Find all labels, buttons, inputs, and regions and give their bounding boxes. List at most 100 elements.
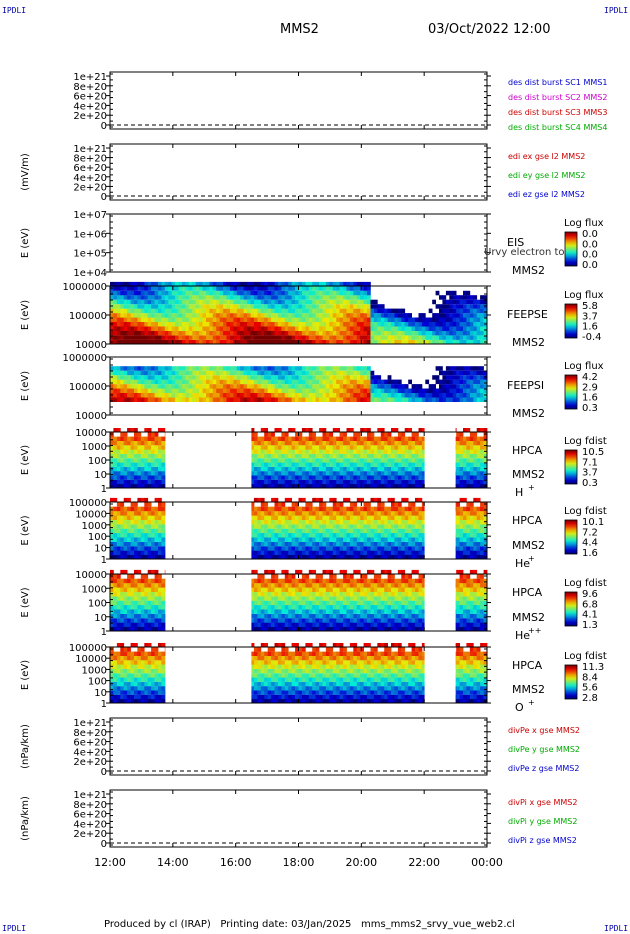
spectrogram-cell [130,428,135,433]
spectrogram-cell [319,462,323,467]
spectrogram-cell [151,295,155,300]
spectrogram-cell [295,583,299,588]
spectrogram-cell [397,511,402,516]
spectrogram-cell [253,600,258,606]
spectrogram-cell [271,626,275,632]
spectrogram-cell [428,335,433,340]
spectrogram-cell [127,600,131,606]
spectrogram-cell [312,445,316,450]
spectrogram-cell [267,479,272,485]
spectrogram-cell [384,335,388,340]
spectrogram-cell [401,432,406,437]
spectrogram-cell [435,304,440,309]
spectrogram-cell [110,335,114,340]
spectrogram-cell [466,554,471,560]
spectrogram-cell [305,502,310,507]
spectrogram-cell [319,537,323,542]
spectrogram-cell [308,281,313,287]
spectrogram-cell [113,479,118,485]
spectrogram-cell [257,591,262,597]
spectrogram-cell [236,335,241,340]
spectrogram-cell [363,471,368,476]
spectrogram-cell [192,393,197,398]
spectrogram-cell [137,335,142,340]
spectrogram-cell [445,397,450,402]
spectrogram-cell [353,541,358,547]
spectrogram-cell [401,397,406,402]
spectrogram-cell [380,432,385,437]
spectrogram-cell [473,511,478,516]
spectrogram-cell [120,600,125,606]
spectrogram-cell [158,286,162,291]
spectrogram-cell [291,587,296,592]
spectrogram-cell [411,458,416,463]
spectrogram-cell [298,375,303,380]
spectrogram-cell [367,326,371,331]
spectrogram-cell [415,554,419,560]
spectrogram-cell [134,286,138,291]
spectrogram-cell [305,428,310,433]
spectrogram-cell [363,475,368,480]
spectrogram-cell [322,519,327,525]
spectrogram-cell [291,605,296,610]
spectrogram-cell [329,299,334,305]
spectrogram-cell [319,366,323,371]
spectrogram-cell [425,339,430,345]
spectrogram-cell [127,295,131,300]
spectrogram-cell [367,290,371,296]
spectrogram-cell [127,370,131,376]
spectrogram-cell [384,537,388,542]
spectrogram-cell [130,554,135,560]
spectrogram-cell [469,524,474,529]
spectrogram-cell [130,609,135,614]
spectrogram-cell [301,313,306,318]
spectrogram-cell [144,484,149,489]
spectrogram-cell [236,375,241,380]
spectrogram-cell [140,384,145,389]
spectrogram-cell [332,506,337,512]
spectrogram-cell [113,458,118,463]
spectrogram-cell [168,330,173,336]
spectrogram-cell [226,290,231,296]
spectrogram-cell [346,370,351,376]
spectrogram-cell [387,375,392,380]
spectrogram-cell [164,484,166,489]
spectrogram-cell [339,440,344,446]
spectrogram-cell [116,583,121,588]
spectrogram-cell [277,479,282,485]
spectrogram-cell [466,375,471,380]
spectrogram-cell [284,379,289,385]
spectrogram-cell [277,596,282,601]
spectrogram-cell [343,445,347,450]
spectrogram-cell [281,626,286,632]
spectrogram-cell [455,475,457,480]
spectrogram-cell [264,583,268,588]
spectrogram-cell [206,330,210,336]
spectrogram-cell [428,322,433,327]
spectrogram-cell [116,609,121,614]
spectrogram-cell [284,458,289,463]
spectrogram-cell [164,479,166,485]
spectrogram-cell [346,397,351,402]
spectrogram-cell [339,317,344,322]
spectrogram-cell [288,445,292,450]
spectrogram-cell [476,326,481,331]
spectrogram-cell [322,546,327,551]
spectrogram-cell [277,388,282,393]
spectrogram-cell [202,397,207,402]
spectrogram-cell [161,449,166,454]
spectrogram-cell [158,554,162,560]
spectrogram-cell [387,550,392,555]
spectrogram-cell [456,375,460,380]
spectrogram-cell [130,578,135,584]
spectrogram-cell [267,299,272,305]
spectrogram-cell [469,397,474,402]
spectrogram-cell [134,591,138,597]
spectrogram-cell [322,458,327,463]
spectrogram-cell [281,524,286,529]
spectrogram-cell [476,541,481,547]
spectrogram-cell [377,519,382,525]
spectrogram-cell [161,506,166,512]
spectrogram-cell [305,281,310,287]
spectrogram-cell [469,541,474,547]
